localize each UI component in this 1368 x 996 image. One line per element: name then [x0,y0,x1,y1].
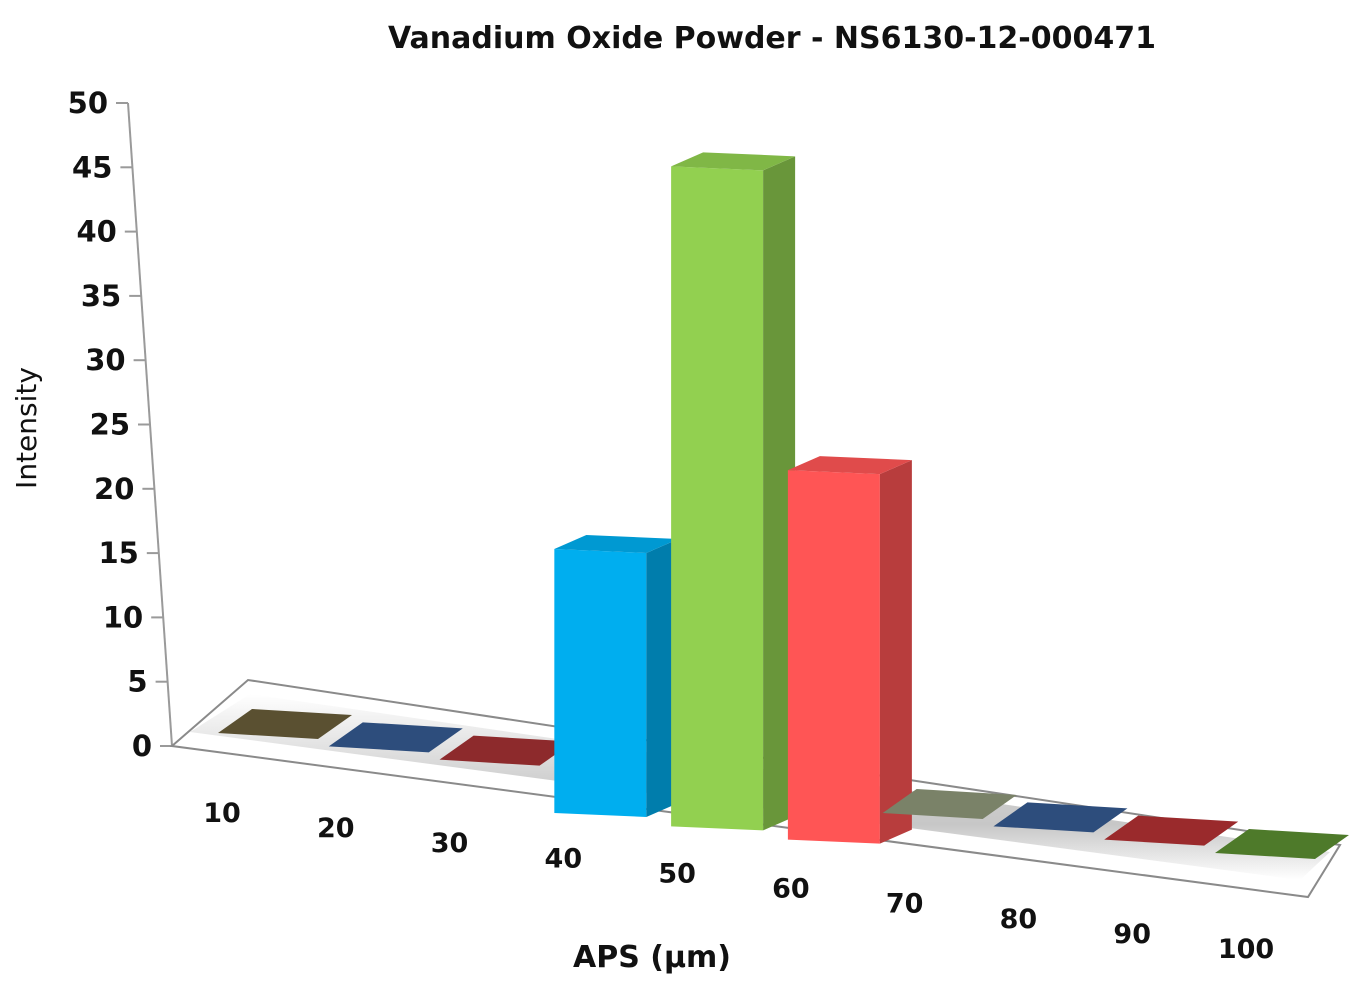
y-tick-label: 30 [85,343,125,377]
x-tick-label: 40 [545,843,583,874]
bar-70 [882,789,1017,819]
y-tick-label: 35 [81,279,121,313]
y-tick-label: 5 [127,665,147,699]
bar-60 [787,456,912,844]
y-tick-label: 20 [94,472,134,506]
y-tick-label: 40 [76,215,116,249]
chart-title: Vanadium Oxide Powder - NS6130-12-000471 [388,21,1156,56]
bar-40 [554,535,679,817]
x-axis-label: APS (µm) [573,940,731,975]
y-axis [116,102,173,747]
x-tick-label: 50 [658,858,696,889]
y-tick-labels: 0 5 10 15 20 25 30 35 40 45 50 [68,86,152,763]
y-tick-label: 15 [98,536,138,570]
y-tick-label: 50 [68,86,108,120]
bar-10 [218,709,352,739]
bar-90 [1104,815,1239,846]
x-tick-label: 10 [203,798,241,829]
x-tick-label: 80 [1000,904,1038,935]
x-tick-label: 30 [431,828,469,859]
x-tick-label: 20 [317,813,355,844]
x-tick-labels: 10 20 30 40 50 60 70 80 90 100 [203,798,1274,965]
bar-80 [993,802,1128,833]
bar-100 [1215,829,1349,859]
y-tick-label: 10 [103,600,143,634]
x-tick-label: 70 [886,889,924,920]
y-axis-label: Intensity [10,367,43,489]
y-tick-label: 45 [72,150,112,184]
bar-50 [671,152,796,831]
bars [218,152,1349,859]
y-tick-label: 25 [90,408,130,442]
x-tick-label: 100 [1218,934,1274,965]
y-tick-label: 0 [132,729,152,763]
bar-30 [439,735,574,766]
bar-20 [328,722,463,753]
x-tick-label: 90 [1113,919,1151,950]
x-tick-label: 60 [772,874,810,905]
